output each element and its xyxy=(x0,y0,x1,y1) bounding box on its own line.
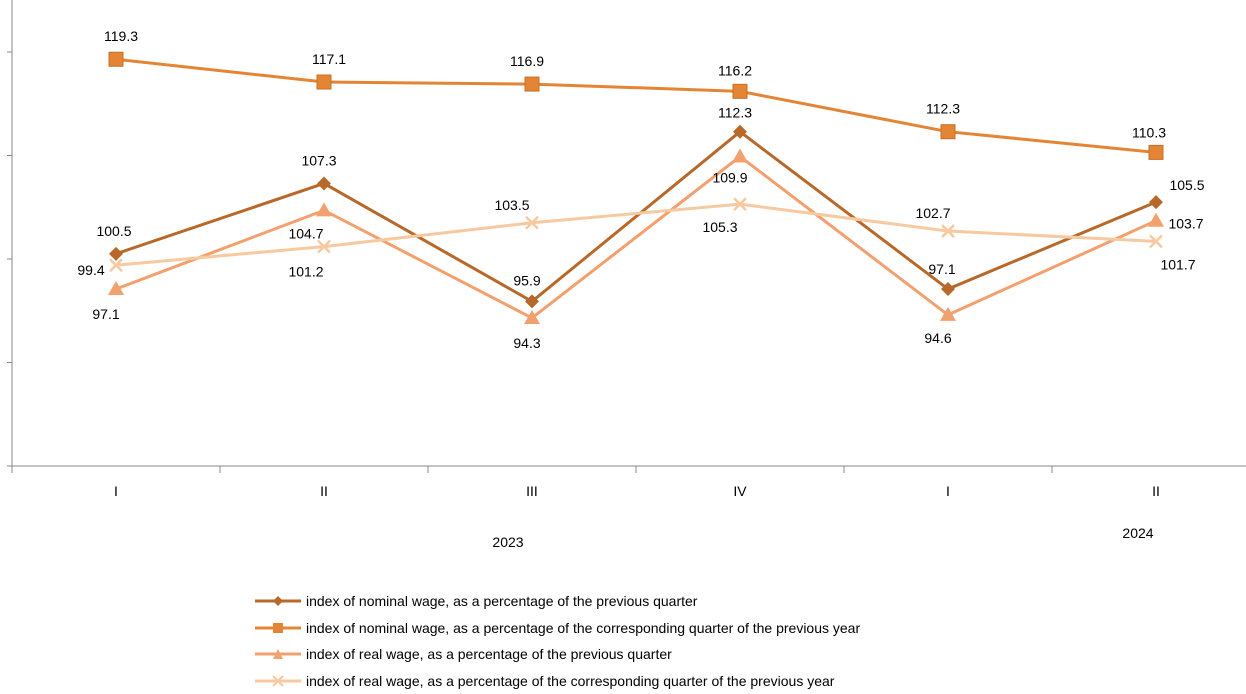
data-point-s1-1 xyxy=(317,75,331,89)
data-label-s3-0: 99.4 xyxy=(77,262,104,278)
legend-item-real-prev-quarter: index of real wage, as a percentage of t… xyxy=(255,641,860,668)
year-label: 2024 xyxy=(1122,525,1153,541)
x-tick-label: III xyxy=(526,483,538,499)
data-label-s2-1: 104.7 xyxy=(288,225,323,241)
data-point-s1-4 xyxy=(941,125,955,139)
legend-swatch-triangle-icon xyxy=(255,647,301,661)
data-label-s2-4: 94.6 xyxy=(924,330,951,346)
data-label-s0-2: 95.9 xyxy=(513,272,540,288)
legend-label: index of real wage, as a percentage of t… xyxy=(306,646,672,662)
data-label-s0-4: 97.1 xyxy=(928,261,955,277)
data-labels: 100.5 107.3 95.9 112.3 97.1 105.5 119.3 117.1 11… xyxy=(77,28,1204,351)
data-label-s2-0: 97.1 xyxy=(92,306,119,322)
data-point-s1-2 xyxy=(525,77,539,91)
legend-label: index of real wage, as a percentage of t… xyxy=(306,673,834,689)
data-label-s3-4: 102.7 xyxy=(915,205,950,221)
data-point-s2-5 xyxy=(1148,213,1164,227)
data-label-s1-4: 112.3 xyxy=(926,101,960,117)
legend: index of nominal wage, as a percentage o… xyxy=(255,588,860,694)
data-point-s0-5 xyxy=(1149,195,1163,209)
series-line-0 xyxy=(116,132,1156,302)
legend-item-nominal-prev-quarter: index of nominal wage, as a percentage o… xyxy=(255,588,860,615)
data-label-s3-3: 105.3 xyxy=(702,219,737,235)
data-label-s1-3: 116.2 xyxy=(718,62,752,78)
data-label-s1-1: 117.1 xyxy=(312,51,346,67)
data-label-s0-5: 105.5 xyxy=(1169,177,1204,193)
data-label-s3-5: 101.7 xyxy=(1160,256,1195,272)
data-label-s0-1: 107.3 xyxy=(301,152,336,168)
legend-item-real-prev-year: index of real wage, as a percentage of t… xyxy=(255,668,860,694)
x-tick-label: I xyxy=(114,483,118,499)
data-label-s0-0: 100.5 xyxy=(96,223,131,239)
data-point-s0-1 xyxy=(317,176,331,190)
x-tick-label: I xyxy=(946,483,950,499)
data-label-s3-1: 101.2 xyxy=(288,264,323,280)
data-point-s1-3 xyxy=(733,84,747,98)
x-tick-label: IV xyxy=(733,483,747,499)
legend-swatch-x-icon xyxy=(255,674,301,688)
data-label-s1-0: 119.3 xyxy=(104,28,138,44)
legend-label: index of nominal wage, as a percentage o… xyxy=(306,620,860,636)
data-label-s1-2: 116.9 xyxy=(510,53,544,69)
legend-swatch-diamond-icon xyxy=(255,594,301,608)
data-label-s3-2: 103.5 xyxy=(494,197,529,213)
data-label-s2-2: 94.3 xyxy=(513,335,540,351)
data-point-s2-1 xyxy=(316,202,332,216)
series-markers xyxy=(108,52,1164,324)
series-lines xyxy=(116,59,1156,318)
data-label-s2-3: 109.9 xyxy=(712,170,747,186)
x-tick-label: II xyxy=(1152,483,1160,499)
x-tick-label: II xyxy=(320,483,328,499)
series-line-3 xyxy=(116,204,1156,265)
year-label: 2023 xyxy=(492,534,523,550)
data-point-s2-3 xyxy=(732,149,748,163)
data-label-s2-5: 103.7 xyxy=(1168,216,1203,232)
data-label-s0-3: 112.3 xyxy=(718,105,752,121)
series-line-1 xyxy=(116,59,1156,152)
series-line-2 xyxy=(116,157,1156,318)
legend-label: index of nominal wage, as a percentage o… xyxy=(306,593,697,609)
legend-item-nominal-prev-year: index of nominal wage, as a percentage o… xyxy=(255,615,860,642)
data-label-s1-5: 110.3 xyxy=(1132,124,1166,140)
data-point-s1-5 xyxy=(1149,145,1163,159)
data-point-s1-0 xyxy=(109,52,123,66)
legend-swatch-square-icon xyxy=(255,621,301,635)
year-labels: 2023 2024 xyxy=(492,525,1153,550)
